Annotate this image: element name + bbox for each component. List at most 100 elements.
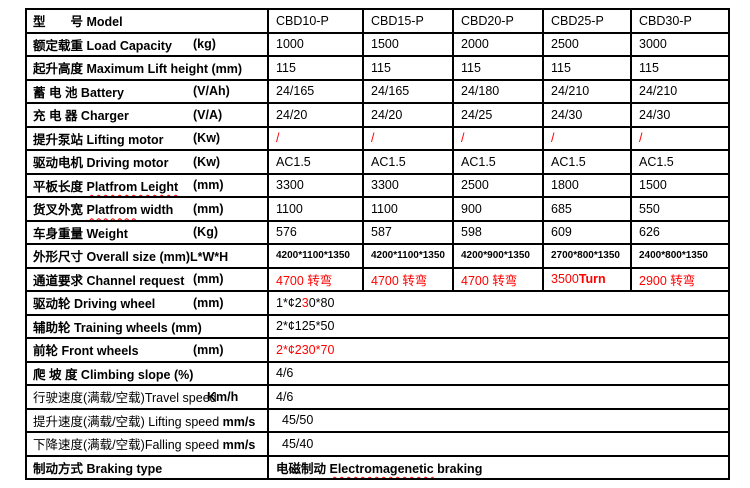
value-cell: 685 xyxy=(542,196,632,222)
label-en: Model xyxy=(86,15,123,30)
row-platform-length: 平板长度 Platfrom Leight (mm) 3300 3300 2500 … xyxy=(25,172,730,198)
row-label: 充 电 器 Charger (V/A) xyxy=(25,102,269,128)
value-cell: 24/180 xyxy=(452,78,544,104)
label-en: width xyxy=(137,203,174,218)
label-en: Training wheels (mm) xyxy=(73,320,202,335)
value-cell: 24/165 xyxy=(267,78,364,104)
row-label: 车身重量 Weight (Kg) xyxy=(25,219,269,245)
value-cell: 24/20 xyxy=(267,102,364,128)
value-cell-merged: 电磁制动 Electromagenetic braking xyxy=(267,454,730,480)
value-cell-merged: 45/50 xyxy=(267,407,730,433)
row-label: 蓄 电 池 Battery (V/Ah) xyxy=(25,78,269,104)
value-cell: 598 xyxy=(452,219,544,245)
value-turn-suffix: Turn xyxy=(578,272,606,287)
label-cn: 提升速度(满载/空载) xyxy=(33,414,149,429)
value-cell: 115 xyxy=(452,55,544,81)
row-falling-speed: 下降速度(满载/空载)Falling speed mm/s 45/40 xyxy=(25,431,730,457)
row-climbing-slope: 爬 坡 度 Climbing slope (%) 4/6 xyxy=(25,360,730,386)
label-unit: (mm) xyxy=(193,272,224,287)
label-en-misspelled: Platfrom xyxy=(86,203,138,218)
row-label: 前轮 Front wheels (mm) xyxy=(25,337,269,363)
label-en: Weight xyxy=(86,226,128,241)
value-cell: AC1.5 xyxy=(267,149,364,175)
value-cell: 24/210 xyxy=(630,78,730,104)
label-cn: 车身重量 xyxy=(33,226,87,241)
label-unit: (V/A) xyxy=(193,107,223,122)
model-name-cell: CBD15-P xyxy=(362,8,454,34)
value-cell-merged: 2*¢125*50 xyxy=(267,313,730,339)
label-en: Driving motor xyxy=(86,156,169,171)
value-cell: 24/165 xyxy=(362,78,454,104)
label-en: Lifting speed xyxy=(148,414,223,429)
row-label: 外形尺寸 Overall size (mm)L*W*H xyxy=(25,243,269,269)
row-lifting-speed: 提升速度(满载/空载) Lifting speed mm/s 45/50 xyxy=(25,407,730,433)
value-cell: 4200*900*1350 xyxy=(452,243,544,269)
label-en: Channel request xyxy=(86,273,185,288)
label-en: Lifting motor xyxy=(86,132,164,147)
value-cell: 24/30 xyxy=(630,102,730,128)
row-load-capacity: 额定载重 Load Capacity (kg) 1000 1500 2000 25… xyxy=(25,31,730,57)
value-cell: / xyxy=(542,125,632,151)
value-cell: 3300 xyxy=(362,172,454,198)
value-cell: / xyxy=(452,125,544,151)
value-number: 3500 xyxy=(551,272,579,287)
value-cell: 4700 转弯 xyxy=(362,266,454,292)
value-cell: 3500Turn xyxy=(542,266,632,292)
value-cell: 115 xyxy=(542,55,632,81)
value-cell: 1100 xyxy=(362,196,454,222)
spec-table: 型 号 Model CBD10-P CBD15-P CBD20-P CBD25-… xyxy=(25,8,730,480)
row-label: 下降速度(满载/空载)Falling speed mm/s xyxy=(25,431,269,457)
value-cell-merged: 2*¢230*70 xyxy=(267,337,730,363)
value-cell: / xyxy=(267,125,364,151)
value-cell-merged: 1*¢230*80 xyxy=(267,290,730,316)
row-lifting-motor: 提升泵站 Lifting motor (Kw) / / / / / xyxy=(25,125,730,151)
value-part: 1*¢2 xyxy=(276,295,302,310)
value-cell: 4200*1100*1350 xyxy=(362,243,454,269)
value-cell: 1500 xyxy=(630,172,730,198)
label-en: Load Capacity xyxy=(86,38,172,53)
value-rest: braking xyxy=(433,461,483,476)
label-unit: Km/h xyxy=(207,389,239,404)
value-cell-merged: 45/40 xyxy=(267,431,730,457)
value-cell: 4200*1100*1350 xyxy=(267,243,364,269)
label-cn: 通道要求 xyxy=(33,273,87,288)
row-label: 爬 坡 度 Climbing slope (%) xyxy=(25,360,269,386)
row-label: 驱动轮 Driving wheel (mm) xyxy=(25,290,269,316)
row-model: 型 号 Model CBD10-P CBD15-P CBD20-P CBD25-… xyxy=(25,8,730,34)
label-en: Climbing slope (%) xyxy=(80,367,194,382)
row-label: 提升速度(满载/空载) Lifting speed mm/s xyxy=(25,407,269,433)
label-unit: (mm) xyxy=(193,295,224,310)
value-cell: 4700 转弯 xyxy=(452,266,544,292)
value-cell: 550 xyxy=(630,196,730,222)
label-en: Driving wheel xyxy=(73,297,156,312)
value-cell: 2000 xyxy=(452,31,544,57)
label-cn: 起升高度 xyxy=(33,62,87,77)
row-overall-size: 外形尺寸 Overall size (mm)L*W*H 4200*1100*13… xyxy=(25,243,730,269)
row-label: 型 号 Model xyxy=(25,8,269,34)
row-training-wheels: 辅助轮 Training wheels (mm) 2*¢125*50 xyxy=(25,313,730,339)
value-cn: 电磁制动 xyxy=(276,461,330,476)
row-label: 提升泵站 Lifting motor (Kw) xyxy=(25,125,269,151)
label-cn: 额定载重 xyxy=(33,38,87,53)
label-cn: 驱动电机 xyxy=(33,156,87,171)
value-cell: / xyxy=(362,125,454,151)
label-unit: mm/s xyxy=(222,438,256,453)
value-part-red: 3 xyxy=(301,295,309,310)
row-label: 额定载重 Load Capacity (kg) xyxy=(25,31,269,57)
label-unit: (kg) xyxy=(193,37,216,52)
row-label: 通道要求 Channel request (mm) xyxy=(25,266,269,292)
row-label: 驱动电机 Driving motor (Kw) xyxy=(25,149,269,175)
label-unit: (V/Ah) xyxy=(193,84,230,99)
label-cn: 外形尺寸 xyxy=(33,250,87,265)
value-cell: 24/20 xyxy=(362,102,454,128)
value-cell: 24/25 xyxy=(452,102,544,128)
label-unit: (Kw) xyxy=(193,154,221,169)
model-name-cell: CBD25-P xyxy=(542,8,632,34)
value-cell: AC1.5 xyxy=(362,149,454,175)
label-en-misspelled: Platfrom Leight xyxy=(86,179,179,194)
label-cn: 提升泵站 xyxy=(33,132,87,147)
label-cn: 行驶速度(满载/空载) xyxy=(33,391,145,406)
row-weight: 车身重量 Weight (Kg) 576 587 598 609 626 xyxy=(25,219,730,245)
label-unit: (mm) xyxy=(193,342,224,357)
